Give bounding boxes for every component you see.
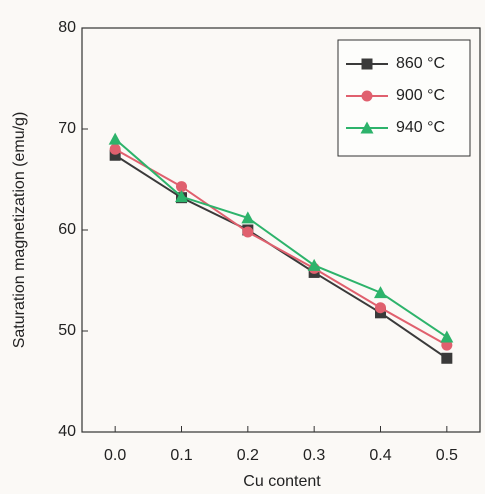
y-axis-label: Saturation magnetization (emu/g) (11, 112, 28, 349)
series-line (114, 148, 448, 347)
legend-label: 900 °C (396, 87, 445, 104)
marker (361, 90, 373, 102)
y-tick-label: 60 (58, 221, 76, 238)
x-tick-label: 0.1 (170, 447, 192, 464)
marker (242, 226, 254, 238)
x-tick-label: 0.2 (237, 447, 259, 464)
legend-box (337, 39, 471, 157)
marker (360, 121, 374, 134)
marker (374, 286, 387, 299)
marker (307, 258, 321, 271)
y-tick-label: 80 (58, 19, 76, 36)
legend-label: 940 °C (396, 119, 445, 136)
marker (176, 181, 187, 193)
marker (375, 302, 386, 314)
x-tick-label: 0.0 (104, 447, 126, 464)
x-tick-label: 0.5 (436, 447, 458, 464)
y-tick-label: 40 (58, 423, 76, 440)
legend-label: 860 °C (396, 55, 445, 72)
marker (109, 149, 121, 161)
marker (241, 211, 255, 224)
y-tick-label: 50 (58, 322, 76, 339)
marker (440, 330, 454, 343)
marker (441, 352, 453, 364)
marker (108, 132, 122, 145)
y-tick-label: 70 (58, 120, 76, 137)
series-line (114, 138, 448, 338)
marker (175, 190, 188, 203)
marker (361, 58, 373, 70)
marker (109, 143, 121, 155)
x-tick-label: 0.4 (369, 447, 391, 464)
x-tick-label: 0.3 (303, 447, 325, 464)
x-axis-label: Cu content (243, 473, 321, 490)
